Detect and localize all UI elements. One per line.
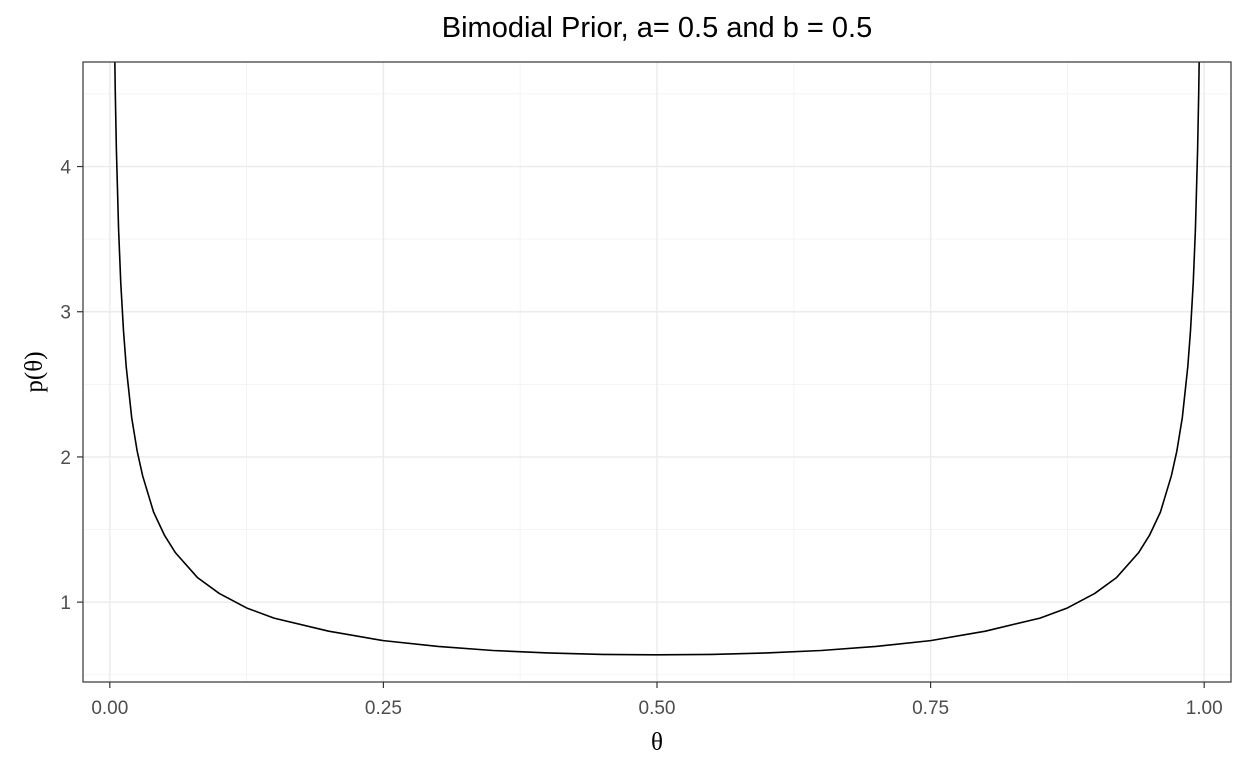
y-tick-label: 3 bbox=[60, 303, 71, 324]
x-axis-ticks: 0.00 0.25 0.50 0.75 1.00 bbox=[91, 682, 1223, 719]
y-tick-label: 2 bbox=[60, 448, 71, 469]
y-axis-title: p(θ) bbox=[21, 351, 48, 392]
x-tick-label: 0.25 bbox=[365, 698, 402, 719]
y-axis-ticks: 1 2 3 4 bbox=[60, 158, 83, 614]
y-tick-label: 1 bbox=[60, 593, 71, 614]
x-axis-title: θ bbox=[651, 729, 663, 756]
density-line bbox=[114, 62, 1200, 656]
major-gridlines bbox=[83, 62, 1231, 682]
y-tick-label: 4 bbox=[60, 158, 71, 179]
x-tick-label: 0.50 bbox=[639, 698, 676, 719]
x-tick-label: 0.00 bbox=[91, 698, 128, 719]
x-tick-label: 0.75 bbox=[912, 698, 949, 719]
chart-title: Bimodial Prior, a= 0.5 and b = 0.5 bbox=[441, 12, 873, 44]
series-layer bbox=[114, 62, 1200, 656]
x-tick-label: 1.00 bbox=[1186, 698, 1223, 719]
